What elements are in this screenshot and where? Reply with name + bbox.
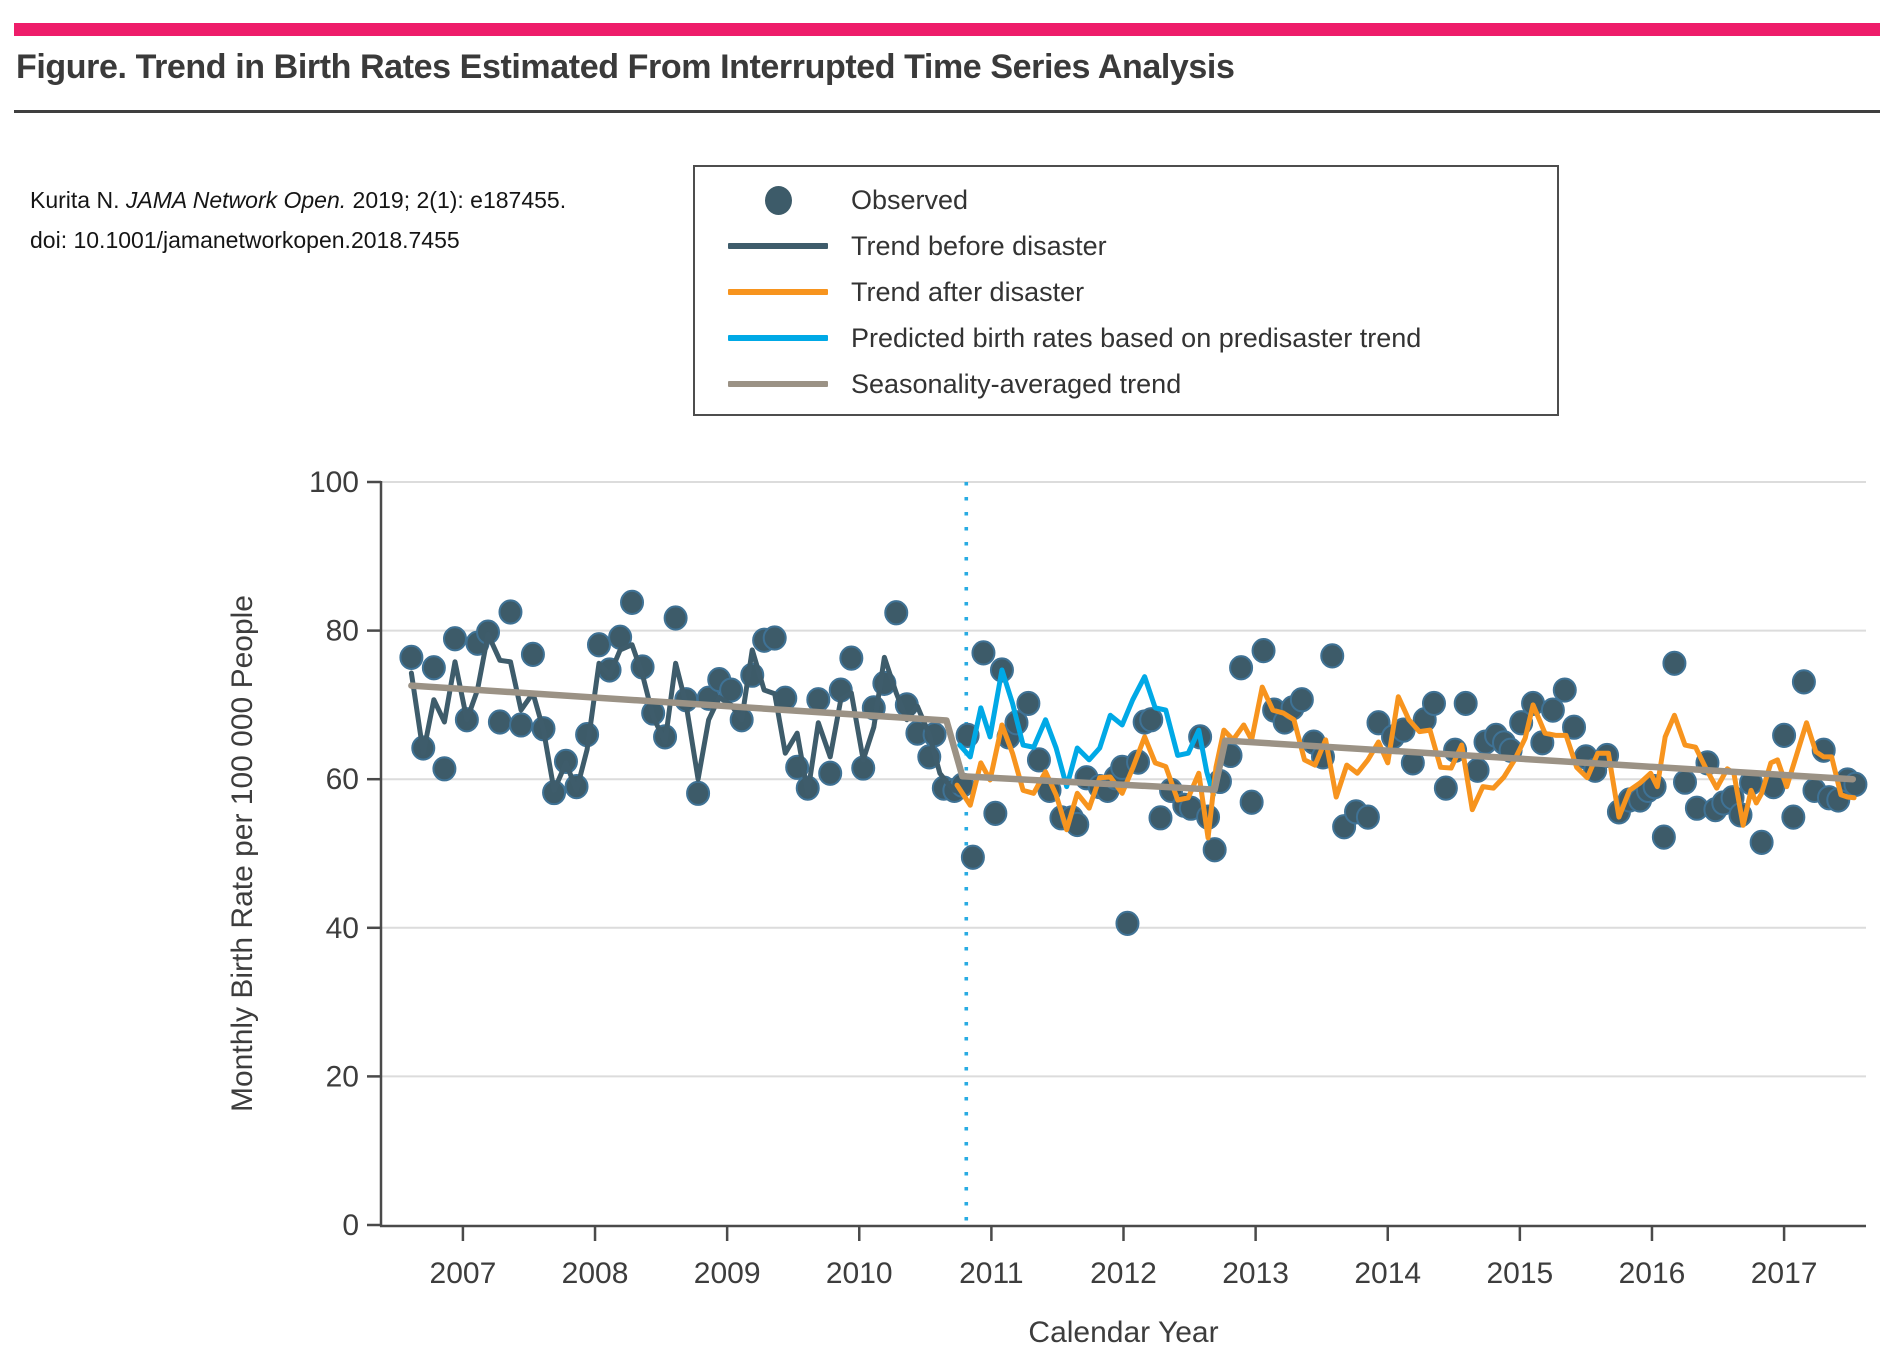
- observed-point: [1465, 757, 1490, 783]
- legend-label: Seasonality-averaged trend: [851, 368, 1182, 399]
- observed-point: [509, 712, 534, 738]
- x-tick-label: 2007: [430, 1257, 497, 1290]
- x-tick-label: 2016: [1619, 1257, 1686, 1290]
- x-tick-label: 2014: [1354, 1257, 1421, 1290]
- seasonality-line-icon: [728, 381, 828, 387]
- observed-point: [1651, 824, 1676, 850]
- observed-point: [983, 800, 1008, 826]
- observed-point: [1115, 910, 1140, 936]
- legend-item-seasonality: Seasonality-averaged trend: [695, 361, 1557, 407]
- observed-marker-icon: [764, 185, 792, 215]
- title-rule: [14, 110, 1880, 113]
- chart-legend: Observed Trend before disaster Trend aft…: [693, 165, 1559, 416]
- observed-point: [1016, 690, 1041, 717]
- seasonality-line: [408, 682, 1857, 793]
- observed-point: [884, 600, 909, 626]
- x-tick-label: 2008: [562, 1257, 629, 1290]
- citation-journal: JAMA Network Open.: [125, 187, 347, 213]
- observed-point: [1772, 722, 1797, 748]
- y-tick-label: 20: [326, 1060, 359, 1093]
- y-tick-label: 100: [309, 466, 359, 499]
- observed-point: [1026, 747, 1051, 773]
- x-tick-label: 2012: [1090, 1257, 1157, 1290]
- observed-point: [762, 625, 787, 651]
- observed-point: [1421, 690, 1446, 717]
- observed-point: [399, 644, 424, 670]
- observed-point: [806, 687, 831, 713]
- legend-label: Trend after disaster: [851, 276, 1085, 307]
- trend-after-line-icon: [728, 289, 828, 295]
- legend-item-predicted: Predicted birth rates based on predisast…: [695, 315, 1557, 361]
- x-tick-label: 2010: [826, 1257, 893, 1290]
- observed-point: [1540, 697, 1565, 723]
- x-tick-label: 2015: [1486, 1257, 1553, 1290]
- legend-item-observed: Observed: [695, 177, 1557, 223]
- predicted-line-icon: [728, 335, 828, 341]
- observed-point: [520, 641, 545, 667]
- observed-point: [1239, 789, 1264, 815]
- y-tick-label: 80: [326, 615, 359, 648]
- legend-item-trend-before: Trend before disaster: [695, 223, 1557, 269]
- observed-point: [1749, 829, 1774, 855]
- y-tick-label: 40: [326, 912, 359, 945]
- observed-point: [1781, 804, 1806, 830]
- y-axis-title: Monthly Birth Rate per 100 000 People: [226, 595, 259, 1112]
- observed-point: [839, 645, 864, 671]
- observed-point: [1320, 643, 1345, 669]
- observed-point: [1355, 804, 1380, 830]
- observed-point: [1672, 769, 1697, 795]
- observed-point: [586, 632, 611, 658]
- legend-label: Observed: [851, 184, 969, 215]
- observed-point: [960, 844, 985, 870]
- citation-line-1: Kurita N. JAMA Network Open. 2019; 2(1):…: [30, 180, 566, 220]
- observed-point: [1289, 687, 1314, 713]
- observed-point: [620, 589, 645, 615]
- observed-point: [1202, 837, 1227, 863]
- x-axis-title: Calendar Year: [1028, 1316, 1218, 1349]
- predicted-line: [957, 667, 1216, 798]
- citation-issue: 2019; 2(1): e187455.: [346, 187, 567, 213]
- observed-point: [1139, 707, 1164, 733]
- legend-item-trend-after: Trend after disaster: [695, 269, 1557, 315]
- citation-doi: doi: 10.1001/jamanetworkopen.2018.7455: [30, 227, 460, 253]
- citation-authors: Kurita N.: [30, 187, 126, 213]
- observed-point: [1251, 638, 1276, 664]
- y-tick-label: 0: [342, 1209, 359, 1242]
- x-tick-label: 2009: [694, 1257, 761, 1290]
- x-tick-label: 2011: [959, 1257, 1024, 1290]
- figure-title: Figure. Trend in Birth Rates Estimated F…: [16, 48, 1235, 86]
- observed-point: [818, 760, 843, 786]
- observed-point: [487, 709, 512, 735]
- legend-label: Predicted birth rates based on predisast…: [851, 322, 1422, 353]
- observed-point: [1148, 805, 1173, 831]
- observed-point: [1433, 775, 1458, 801]
- trend-before-line-icon: [728, 243, 828, 249]
- x-tick-label: 2017: [1751, 1257, 1818, 1290]
- observed-point: [663, 605, 688, 631]
- observed-point: [421, 655, 446, 681]
- observed-point: [1229, 655, 1254, 681]
- observed-point: [1662, 650, 1687, 676]
- observed-point: [1562, 714, 1587, 740]
- observed-point: [1366, 710, 1391, 736]
- observed-point: [498, 599, 523, 625]
- observed-point: [719, 677, 744, 703]
- observed-point: [442, 626, 467, 652]
- accent-bar: [14, 23, 1880, 36]
- legend-label: Trend before disaster: [851, 230, 1107, 261]
- observed-point: [971, 640, 996, 666]
- observed-point: [1453, 690, 1478, 717]
- observed-point: [1552, 677, 1577, 703]
- y-tick-label: 60: [326, 763, 359, 796]
- observed-point: [1791, 669, 1816, 695]
- observed-point: [432, 756, 457, 782]
- citation: Kurita N. JAMA Network Open. 2019; 2(1):…: [30, 180, 566, 260]
- x-tick-label: 2013: [1222, 1257, 1289, 1290]
- observed-point: [686, 780, 711, 806]
